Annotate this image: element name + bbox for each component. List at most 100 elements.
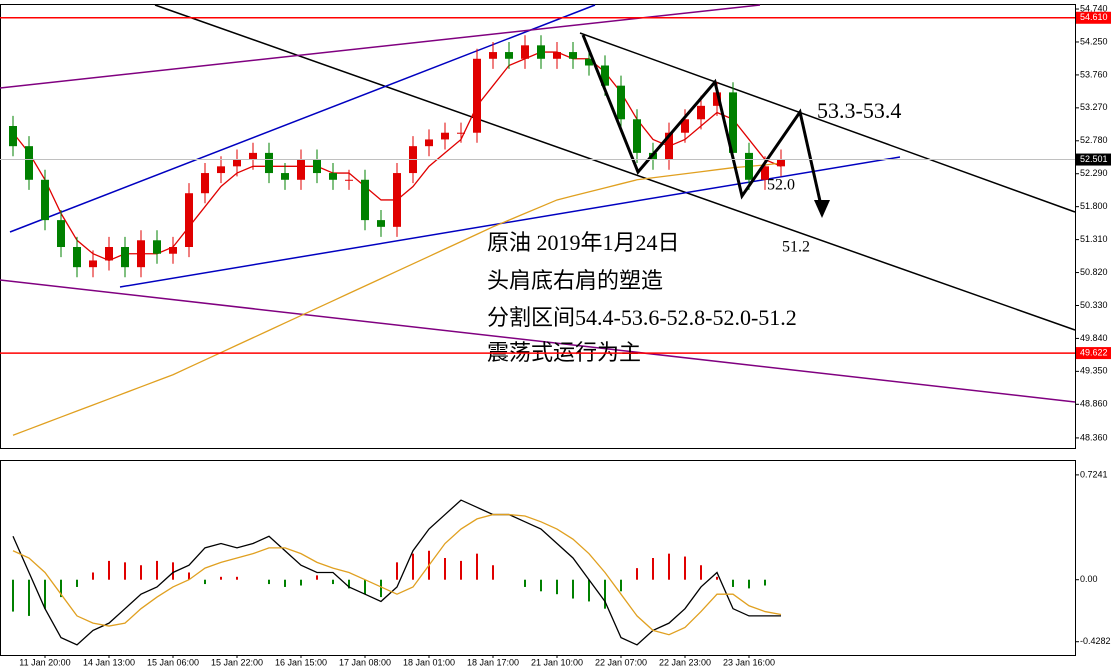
y-tick-label: 51.310: [1080, 234, 1108, 244]
macd-bar: [204, 579, 206, 585]
macd-bar: [44, 579, 46, 609]
macd-bar: [348, 579, 350, 589]
macd-bar: [12, 579, 14, 612]
macd-bar: [604, 579, 606, 609]
y-tick-label: 0.00: [1080, 574, 1098, 584]
candle-body: [681, 119, 689, 133]
trend-lines: [0, 4, 1076, 403]
y-tick-label: 48.360: [1080, 432, 1108, 442]
macd-bar: [700, 565, 702, 580]
candle-body: [73, 247, 81, 268]
candle-body: [249, 152, 257, 160]
x-tick-label: 22 Jan 23:00: [659, 657, 711, 667]
arrows: [581, 34, 830, 218]
y-tick-label: 48.860: [1080, 399, 1108, 409]
macd-bar: [76, 579, 78, 587]
macd-bar: [716, 576, 718, 580]
candle-body: [281, 173, 289, 180]
macd-bar: [284, 579, 286, 587]
macd-panel-frame: [0, 460, 1076, 656]
candle-body: [201, 173, 209, 194]
macd-bar: [396, 562, 398, 580]
macd-bar: [444, 558, 446, 580]
candle-body: [521, 45, 529, 59]
candle-body: [761, 166, 769, 180]
candle-body: [425, 139, 433, 147]
trend-line: [154, 4, 1076, 331]
annotation: 52.0: [767, 177, 795, 194]
y-tick-label: 0.7241: [1080, 469, 1108, 479]
x-tick-label: 21 Jan 10:00: [531, 657, 583, 667]
macd-bar: [540, 579, 542, 592]
trend-line: [579, 32, 1076, 213]
macd-bar: [620, 579, 622, 592]
macd-bar: [460, 560, 462, 580]
main-panel-frame: [0, 4, 1076, 449]
candle-body: [777, 159, 785, 167]
macd-bar: [572, 579, 574, 599]
macd-bar: [156, 560, 158, 580]
macd-bar: [636, 568, 638, 580]
x-tick-label: 14 Jan 13:00: [83, 657, 135, 667]
macd-bar: [124, 562, 126, 580]
candle-body: [57, 220, 65, 248]
candle-body: [457, 132, 465, 134]
candle-body: [89, 260, 97, 268]
candle-body: [345, 179, 353, 181]
macd-bar: [684, 556, 686, 580]
macd-bar: [764, 579, 766, 586]
moving-average: [12, 162, 782, 436]
candle-body: [553, 52, 561, 59]
candle-body: [313, 159, 321, 174]
horizontal-line-label: 54.610: [1080, 12, 1108, 22]
candle-body: [665, 132, 673, 160]
candle-body: [393, 173, 401, 227]
x-tick-label: 15 Jan 06:00: [147, 657, 199, 667]
trend-line: [0, 4, 761, 89]
macd-bar: [172, 562, 174, 580]
arrow-path: [581, 34, 824, 211]
current-price-box: [1076, 153, 1111, 166]
annotation: 51.2: [782, 239, 810, 256]
horizontal-line-box: [1076, 347, 1111, 360]
macd-bar: [412, 553, 414, 580]
macd-bar: [92, 572, 94, 580]
annotation: 53.3-53.4: [817, 98, 901, 123]
candle-body: [377, 220, 385, 227]
x-tick-label: 11 Jan 20:00: [19, 657, 70, 667]
candle-body: [585, 58, 593, 66]
macd-bar: [300, 579, 302, 586]
macd-bar: [108, 560, 110, 580]
macd-bar: [748, 579, 750, 589]
macd-bar: [732, 579, 734, 587]
current-price-label: 52.501: [1080, 154, 1108, 164]
candle-body: [217, 166, 225, 174]
candle-body: [233, 159, 241, 167]
candle-body: [41, 179, 49, 221]
candle-body: [713, 92, 721, 106]
trend-line: [119, 156, 901, 288]
candle-body: [729, 92, 737, 153]
macd-bar: [140, 565, 142, 580]
macd-bar: [556, 579, 558, 595]
candle-body: [633, 119, 641, 153]
y-tick-label: 49.350: [1080, 366, 1108, 376]
macd-bar: [332, 579, 334, 585]
macd-bar: [588, 579, 590, 602]
y-tick-label: 53.270: [1080, 102, 1108, 112]
macd-bar: [268, 579, 270, 585]
candle-body: [697, 105, 705, 120]
candle-body: [185, 193, 193, 248]
x-tick-label: 23 Jan 16:00: [723, 657, 775, 667]
macd-bar: [524, 579, 526, 587]
note-line: 头肩底右肩的塑造: [487, 268, 663, 293]
candle-body: [361, 179, 369, 221]
candle-body: [745, 152, 753, 180]
candle-body: [121, 247, 129, 268]
candle-body: [617, 85, 625, 120]
y-tick-label: -0.4282: [1080, 636, 1111, 646]
y-tick-label: 50.820: [1080, 267, 1108, 277]
note-line: 分割区间54.4-53.6-52.8-52.0-51.2: [487, 305, 797, 330]
macd-bar: [28, 579, 30, 616]
